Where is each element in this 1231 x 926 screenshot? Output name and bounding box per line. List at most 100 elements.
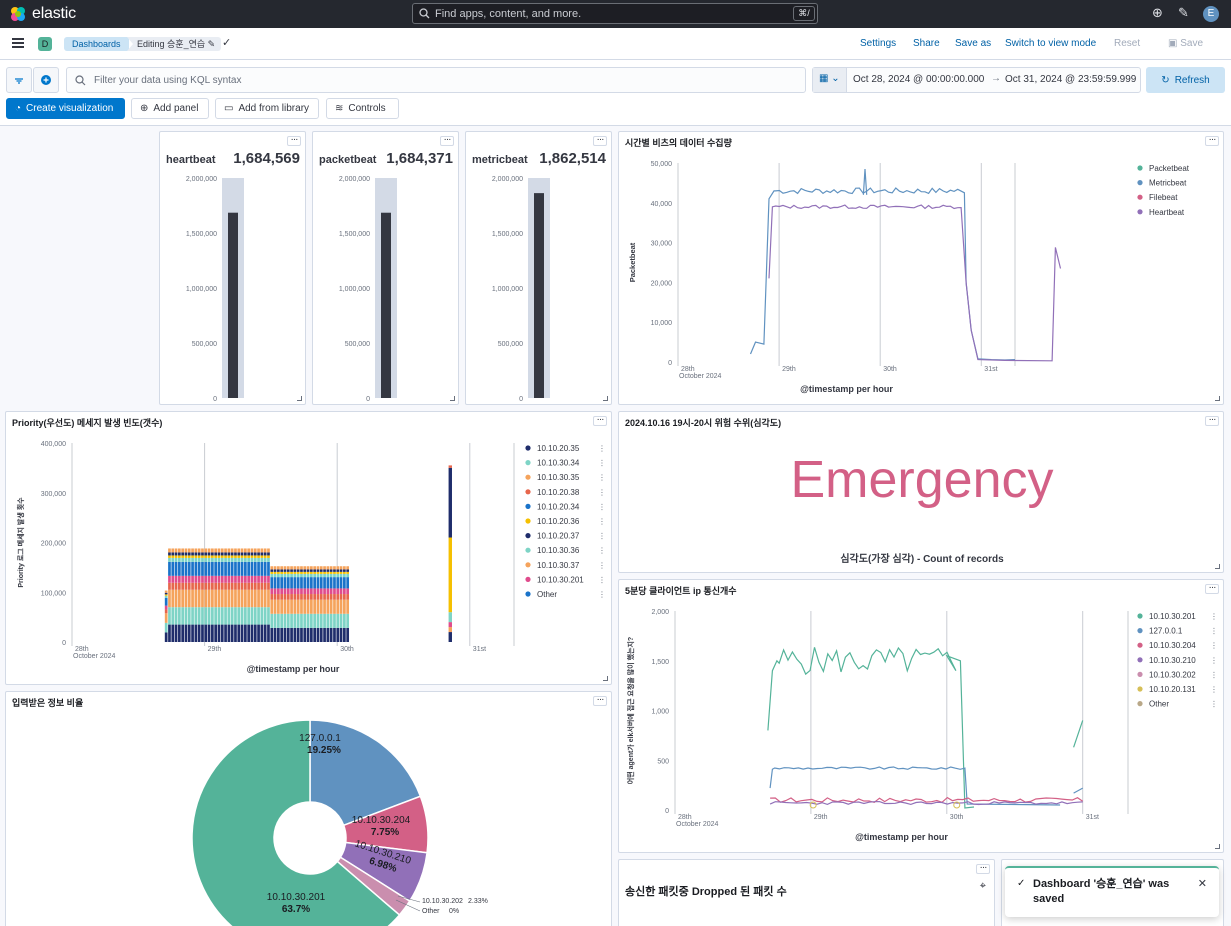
add-from-library-button[interactable]: ▭ Add from library (215, 98, 319, 119)
stack-bar-segment (310, 613, 313, 628)
close-icon[interactable]: ✕ (1197, 878, 1207, 890)
elastic-logo[interactable]: elastic (10, 5, 76, 23)
panel-options-icon[interactable]: ··· (440, 135, 454, 146)
stack-bar-segment (326, 569, 330, 572)
gauge-tick-label: 2,000,000 (339, 176, 370, 183)
switch-view-mode-link[interactable]: Switch to view mode (1005, 38, 1097, 49)
stack-bar-segment (217, 561, 221, 576)
stack-bar-segment (164, 613, 168, 623)
stack-bar-segment (171, 561, 175, 576)
refresh-button[interactable]: ↻ Refresh (1146, 67, 1225, 93)
legend-label: Filebeat (1149, 193, 1178, 202)
menu-icon[interactable] (12, 38, 24, 50)
stack-bar-segment (171, 607, 175, 625)
pie-slice-label: 10.10.30.204 (352, 815, 411, 826)
create-visualization-button[interactable]: ◔ Create visualization (6, 98, 125, 119)
stack-bar-segment (310, 577, 313, 589)
controls-button[interactable]: ≋ Controls (326, 98, 399, 119)
panel-title: Priority(우선도) 메세지 발생 빈도(갯수) (12, 418, 163, 428)
resize-handle[interactable] (603, 396, 608, 401)
stack-bar-segment (303, 599, 307, 614)
stack-bar-segment (171, 548, 175, 553)
stack-bar-segment (300, 613, 303, 628)
legend-swatch (525, 562, 531, 568)
resize-handle[interactable] (603, 676, 608, 681)
pin-icon[interactable]: ⌖ (979, 880, 986, 892)
panel-options-icon[interactable]: ··· (1205, 135, 1219, 146)
dashboard-space-badge[interactable]: D (38, 37, 52, 51)
panel-options-icon[interactable]: ··· (1205, 583, 1219, 594)
panel-options-icon[interactable]: ··· (593, 695, 607, 706)
resize-handle[interactable] (450, 396, 455, 401)
stack-bar-segment (310, 573, 313, 578)
add-filter-icon (41, 75, 51, 85)
resize-handle[interactable] (297, 396, 302, 401)
stack-bar-segment (230, 561, 234, 576)
stack-bar-segment (224, 607, 227, 625)
date-end[interactable]: Oct 31, 2024 @ 23:59:59.999 (1005, 74, 1137, 85)
stack-bar-segment (178, 557, 181, 562)
stack-bar-segment (201, 582, 204, 590)
news-feed-icon[interactable]: ✎ (1178, 5, 1189, 20)
kql-search-input[interactable]: Filter your data using KQL syntax (66, 67, 806, 93)
stack-bar-segment (214, 589, 218, 608)
legend-label: Packetbeat (1149, 164, 1190, 173)
stack-bar-segment (204, 555, 208, 558)
stack-bar-segment (323, 573, 326, 578)
add-panel-button[interactable]: ⊕ Add panel (131, 98, 209, 119)
stack-bar-segment (204, 624, 208, 642)
resize-handle[interactable] (1215, 844, 1220, 849)
save-as-link[interactable]: Save as (955, 38, 992, 49)
stack-bar-segment (211, 607, 214, 625)
stack-bar-segment (339, 566, 343, 570)
stack-bar-segment (240, 552, 244, 556)
stack-bar-segment (197, 589, 201, 608)
spike-bar-segment (448, 537, 452, 613)
stack-bar-segment (253, 548, 257, 553)
stack-bar-segment (270, 566, 274, 570)
panel-options-icon[interactable]: ··· (287, 135, 301, 146)
stack-bar-segment (257, 561, 260, 576)
add-filter-button[interactable] (33, 67, 59, 93)
reset-link[interactable]: Reset (1114, 38, 1141, 49)
stack-bar-segment (164, 592, 168, 595)
stack-bar-segment (286, 577, 290, 589)
filter-menu-button[interactable] (6, 67, 32, 93)
stack-bar-segment (283, 573, 287, 578)
confirm-check-icon[interactable]: ✓ (222, 37, 232, 49)
panel-options-icon[interactable]: ··· (1205, 415, 1219, 426)
stack-bar-segment (217, 557, 221, 562)
user-avatar[interactable]: E (1203, 6, 1219, 22)
legend-menu-icon: ⋮ (598, 517, 606, 526)
panel-options-icon[interactable]: ··· (593, 135, 607, 146)
breadcrumb-dashboards[interactable]: Dashboards (64, 37, 129, 51)
help-icon[interactable]: ⊕ (1152, 5, 1163, 20)
quick-date-button[interactable]: ▦ ⌄ (813, 68, 847, 92)
pie-slice-label: 127.0.0.1 (299, 733, 341, 744)
stack-bar-segment (237, 607, 241, 625)
stack-bar-segment (220, 555, 224, 558)
settings-link[interactable]: Settings (860, 38, 897, 49)
y-tick-label: 40,000 (651, 201, 673, 208)
stack-bar-segment (277, 566, 280, 570)
stack-bar-segment (234, 555, 237, 558)
resize-handle[interactable] (1215, 564, 1220, 569)
stack-bar-segment (244, 624, 247, 642)
share-link[interactable]: Share (913, 38, 940, 49)
breadcrumb-current[interactable]: Editing 승훈_연습 ✎ (127, 37, 222, 51)
stack-bar-segment (293, 599, 297, 614)
stack-bar-segment (277, 571, 280, 574)
panel-options-icon[interactable]: ··· (976, 863, 990, 874)
stack-bar-segment (207, 561, 211, 576)
resize-handle[interactable] (1215, 396, 1220, 401)
stack-bar-segment (336, 613, 340, 628)
global-search-input[interactable]: Find apps, content, and more. ⌘/ (412, 3, 818, 24)
date-start[interactable]: Oct 28, 2024 @ 00:00:00.000 (853, 74, 985, 85)
legend-swatch (525, 489, 531, 495)
stack-bar-segment (191, 561, 194, 576)
stack-bar-segment (250, 575, 254, 583)
save-button[interactable]: ▣ Save (1168, 38, 1203, 49)
stack-bar-segment (240, 589, 244, 608)
stack-bar-segment (237, 575, 241, 583)
panel-options-icon[interactable]: ··· (593, 415, 607, 426)
